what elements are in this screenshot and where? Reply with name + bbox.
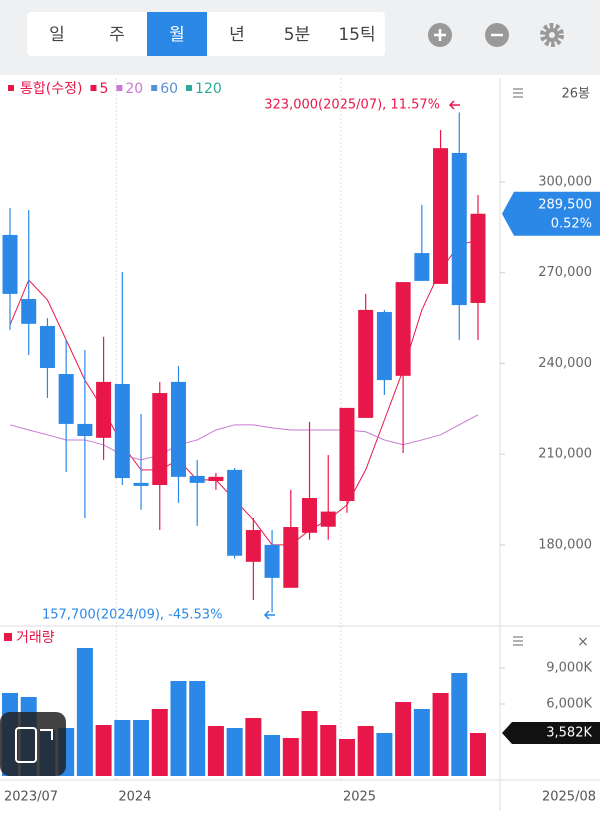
candle-body xyxy=(433,148,449,284)
bar xyxy=(413,709,430,776)
candle-body xyxy=(21,299,37,324)
candle-body xyxy=(114,384,130,479)
legend-swatch xyxy=(186,85,193,91)
bar xyxy=(245,718,262,776)
price-tag-label: 289,500 xyxy=(538,197,592,212)
candle-body xyxy=(283,527,299,588)
bar xyxy=(357,725,374,776)
y-tick-label: 270,000 xyxy=(538,265,592,280)
price-tag xyxy=(502,191,600,236)
high-annotation: 323,000(2025/07), 11.57% xyxy=(264,98,440,113)
menu-icon[interactable] xyxy=(513,88,523,98)
tab[interactable]: 일 xyxy=(49,25,65,45)
legend-label: 20 xyxy=(125,81,143,97)
y-tick-label: 300,000 xyxy=(538,175,592,190)
candle-body xyxy=(264,544,280,578)
settings[interactable] xyxy=(540,23,564,47)
bar xyxy=(95,724,112,776)
x-tick-label: 2025 xyxy=(343,790,376,805)
bar xyxy=(151,709,168,776)
volume-legend-swatch xyxy=(4,633,12,641)
y-tick-label: 9,000K xyxy=(546,660,592,675)
legend-swatch xyxy=(90,85,97,91)
bar xyxy=(320,724,337,776)
bar xyxy=(451,673,468,776)
bar xyxy=(76,647,93,776)
tab[interactable]: 월 xyxy=(169,25,185,45)
x-tick-label: 2025/08 xyxy=(542,790,596,805)
candle-body xyxy=(77,423,93,437)
y-tick-label: 240,000 xyxy=(538,356,592,371)
candle-body xyxy=(133,482,149,486)
candle-body xyxy=(170,381,186,477)
candle-body xyxy=(470,213,486,303)
volume-tag-label: 3,582K xyxy=(546,726,592,741)
bar xyxy=(170,680,187,776)
y-tick-label: 210,000 xyxy=(538,447,592,462)
candle-body xyxy=(58,374,74,424)
candle-body xyxy=(96,381,112,438)
price-tag-change: 0.52% xyxy=(551,216,592,231)
bar xyxy=(264,734,281,776)
legend-swatch xyxy=(8,85,14,91)
x-tick-label: 2024 xyxy=(118,790,151,805)
y-tick-label: 180,000 xyxy=(538,537,592,552)
zoom-out[interactable] xyxy=(485,23,509,47)
tab[interactable]: 년 xyxy=(229,25,245,45)
y-tick-label: 6,000K xyxy=(546,696,592,711)
ma-line xyxy=(9,414,479,461)
candle-body xyxy=(376,312,392,381)
volume-title: 거래량 xyxy=(16,630,55,646)
zoom-in[interactable] xyxy=(428,23,452,47)
low-arrow xyxy=(263,610,275,620)
close-icon[interactable]: × xyxy=(577,634,589,650)
candle-body xyxy=(395,282,411,376)
bar xyxy=(338,739,355,776)
legend-swatch xyxy=(116,85,123,91)
bar xyxy=(301,710,318,776)
low-annotation: 157,700(2024/09), -45.53% xyxy=(42,608,222,623)
candle-body xyxy=(2,234,18,294)
candle-body xyxy=(152,393,168,485)
legend-label: 120 xyxy=(195,81,222,97)
bar xyxy=(432,692,449,776)
tab[interactable]: 15틱 xyxy=(338,25,375,45)
x-tick-label: 2023/07 xyxy=(4,790,58,805)
legend-swatch xyxy=(151,85,158,91)
tab-selected-bg xyxy=(147,12,207,56)
bar xyxy=(114,719,131,776)
high-arrow xyxy=(448,100,460,110)
bar xyxy=(395,701,412,776)
tab[interactable]: 5분 xyxy=(284,25,310,45)
candle-body xyxy=(302,498,318,533)
candle-body xyxy=(208,476,224,482)
bar xyxy=(226,727,243,776)
candle-body xyxy=(358,309,374,418)
bar xyxy=(133,719,150,776)
volume-menu-icon[interactable] xyxy=(513,636,523,646)
tab[interactable]: 주 xyxy=(109,25,125,45)
bar xyxy=(376,733,393,776)
legend-label: 통합(수정) xyxy=(20,81,82,97)
legend-label: 60 xyxy=(160,81,178,97)
rotate-button[interactable] xyxy=(0,712,66,776)
candle-body xyxy=(414,253,430,281)
candle-body xyxy=(245,530,261,562)
ma-line xyxy=(9,239,479,546)
bar-count: 26봉 xyxy=(561,87,590,102)
candle-body xyxy=(320,511,336,527)
candle-body xyxy=(339,407,355,502)
bar xyxy=(189,680,206,776)
volume-tag xyxy=(502,722,600,745)
legend-label: 5 xyxy=(99,81,108,97)
bar xyxy=(282,737,299,776)
candle-body xyxy=(227,469,243,556)
bar xyxy=(207,725,224,776)
candle-body xyxy=(189,475,205,483)
candle-body xyxy=(451,152,467,306)
candle-body xyxy=(39,325,55,368)
bar xyxy=(470,733,486,776)
